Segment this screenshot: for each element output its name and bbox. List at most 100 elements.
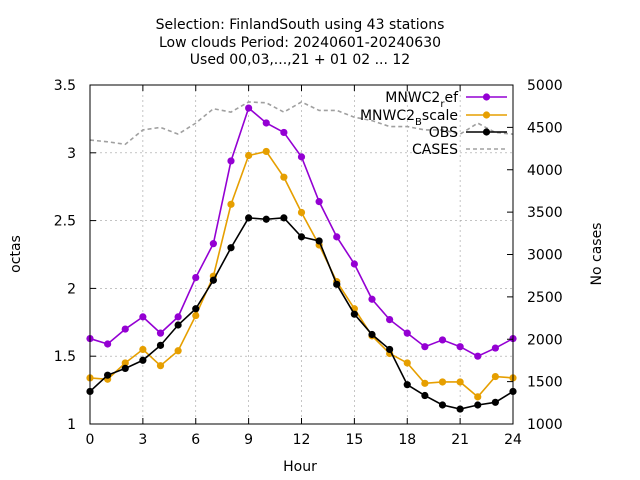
data-point-mnwc2_ref bbox=[368, 295, 376, 303]
y2-tick-label: 1500 bbox=[527, 375, 563, 391]
y2-tick-label: 3000 bbox=[527, 248, 563, 264]
data-point-obs bbox=[403, 381, 411, 389]
x-tick-label: 24 bbox=[504, 432, 522, 448]
x-tick-label: 3 bbox=[138, 432, 147, 448]
data-point-obs bbox=[297, 233, 306, 241]
y2-tick-label: 4000 bbox=[527, 163, 563, 179]
y-tick-label: 3.5 bbox=[54, 78, 76, 94]
data-point-mnwc2_ref bbox=[174, 313, 182, 321]
y-tick-label: 2.5 bbox=[54, 214, 76, 230]
data-point-mnwc2_ref bbox=[297, 153, 306, 161]
data-point-mnwc2_ref bbox=[456, 343, 464, 351]
data-point-mnwc2_bscale bbox=[456, 378, 464, 386]
data-point-mnwc2_ref bbox=[315, 198, 323, 206]
data-point-mnwc2_ref bbox=[280, 128, 288, 137]
data-point-mnwc2_bscale bbox=[491, 372, 499, 381]
legend-marker-mnwc2_bscale bbox=[482, 111, 491, 119]
data-point-mnwc2_ref bbox=[104, 340, 112, 348]
data-point-mnwc2_bscale bbox=[245, 151, 253, 160]
legend-label-main: CASES bbox=[412, 142, 458, 158]
data-point-obs bbox=[262, 215, 270, 223]
x-tick-label: 9 bbox=[244, 432, 253, 448]
legend-label-tail: ef bbox=[444, 90, 459, 106]
data-point-mnwc2_ref bbox=[156, 329, 165, 337]
y2-tick-label: 2500 bbox=[527, 290, 563, 306]
y-tick-label: 3 bbox=[67, 146, 76, 162]
legend-label-cases: CASES bbox=[412, 142, 458, 158]
data-point-mnwc2_bscale bbox=[121, 359, 129, 367]
data-point-mnwc2_bscale bbox=[297, 208, 306, 217]
data-point-obs bbox=[227, 244, 235, 252]
ticks: 0 3 6 9 12 15 18 21 24 1 1.5 2 2.5 3 3.5 1000 1500 2000 25… bbox=[54, 78, 563, 448]
chart-title-line-2: Low clouds Period: 20240601-20240630 bbox=[159, 35, 441, 51]
chart-title-line-1: Selection: FinlandSouth using 43 station… bbox=[156, 17, 445, 33]
x-tick-label: 21 bbox=[451, 432, 469, 448]
data-point-obs bbox=[333, 280, 341, 288]
data-point-obs bbox=[174, 321, 182, 329]
legend-label-obs: OBS bbox=[429, 125, 458, 141]
legend-label-tail: scale bbox=[422, 108, 458, 124]
y-axis-label: octas bbox=[8, 235, 24, 273]
data-point-mnwc2_bscale bbox=[262, 147, 270, 156]
y2-tick-label: 5000 bbox=[527, 78, 563, 94]
data-point-mnwc2_ref bbox=[139, 313, 147, 321]
legend-marker-obs bbox=[482, 128, 491, 136]
y2-tick-label: 3500 bbox=[527, 205, 563, 221]
y2-tick-label: 2000 bbox=[527, 332, 563, 348]
y2-tick-label: 1000 bbox=[527, 417, 563, 433]
data-point-mnwc2_ref bbox=[192, 273, 200, 282]
series-line-cases bbox=[89, 101, 514, 146]
data-point-obs bbox=[491, 398, 499, 406]
data-point-obs bbox=[350, 310, 358, 318]
legend-label-main: MNWC2 bbox=[360, 108, 415, 124]
legend-label-subscript: r bbox=[440, 99, 445, 110]
data-point-mnwc2_ref bbox=[121, 325, 129, 333]
data-point-obs bbox=[156, 341, 165, 349]
data-point-mnwc2_bscale bbox=[227, 200, 235, 208]
x-tick-label: 18 bbox=[398, 432, 416, 448]
data-point-mnwc2_ref bbox=[421, 343, 429, 351]
data-point-obs bbox=[456, 405, 464, 413]
data-point-mnwc2_bscale bbox=[474, 393, 482, 401]
data-point-mnwc2_bscale bbox=[438, 378, 447, 386]
data-point-mnwc2_bscale bbox=[280, 173, 288, 181]
y2-tick-label: 4500 bbox=[527, 120, 563, 136]
data-point-obs bbox=[245, 214, 253, 222]
series-layer bbox=[86, 101, 517, 413]
data-point-obs bbox=[386, 345, 394, 354]
data-point-obs bbox=[121, 364, 129, 373]
y-tick-label: 1.5 bbox=[54, 349, 76, 365]
data-point-obs bbox=[104, 371, 112, 379]
grid bbox=[90, 85, 513, 424]
data-point-obs bbox=[474, 401, 482, 409]
data-point-obs bbox=[192, 305, 200, 313]
data-point-mnwc2_ref bbox=[350, 260, 358, 268]
chart-title-line-3: Used 00,03,...,21 + 01 02 ... 12 bbox=[190, 52, 410, 68]
data-point-obs bbox=[280, 214, 288, 222]
data-point-obs bbox=[209, 276, 217, 284]
legend-marker-mnwc2_ref bbox=[482, 93, 491, 101]
data-point-obs bbox=[421, 391, 429, 400]
y-tick-label: 2 bbox=[67, 281, 76, 297]
data-point-obs bbox=[139, 356, 147, 364]
data-point-obs bbox=[315, 237, 323, 245]
y2-axis-label: No cases bbox=[589, 223, 605, 286]
data-point-mnwc2_ref bbox=[403, 329, 411, 337]
data-point-mnwc2_ref bbox=[438, 336, 447, 344]
legend-label-main: MNWC2 bbox=[385, 90, 440, 106]
data-point-mnwc2_ref bbox=[262, 119, 270, 127]
data-point-mnwc2_bscale bbox=[174, 347, 182, 355]
data-point-mnwc2_ref bbox=[245, 104, 253, 112]
x-tick-label: 15 bbox=[345, 432, 363, 448]
legend-label-subscript: B bbox=[415, 117, 422, 128]
x-axis-label: Hour bbox=[283, 459, 317, 475]
data-point-mnwc2_ref bbox=[474, 352, 482, 360]
data-point-mnwc2_bscale bbox=[139, 345, 147, 354]
data-point-mnwc2_bscale bbox=[403, 359, 411, 367]
data-point-mnwc2_ref bbox=[386, 315, 394, 324]
data-point-mnwc2_ref bbox=[491, 344, 499, 352]
data-point-mnwc2_ref bbox=[333, 233, 341, 241]
data-point-mnwc2_bscale bbox=[192, 311, 200, 320]
